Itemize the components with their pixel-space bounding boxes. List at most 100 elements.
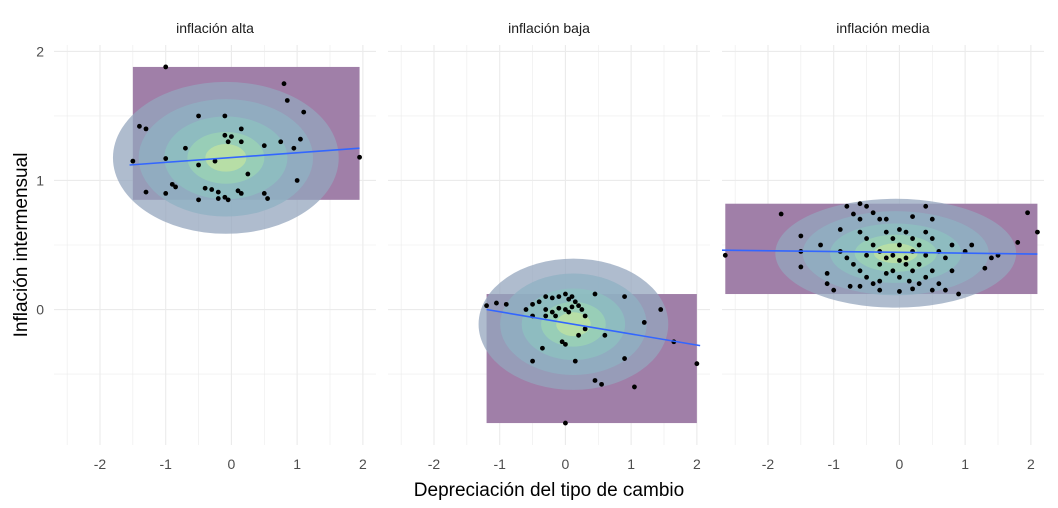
data-point <box>209 187 215 192</box>
data-point <box>658 307 664 312</box>
data-point <box>566 296 572 302</box>
data-point <box>883 216 889 222</box>
data-point <box>929 216 935 222</box>
data-point <box>936 281 942 287</box>
data-point <box>569 294 575 300</box>
data-point <box>196 162 201 168</box>
data-point <box>530 358 535 364</box>
data-point <box>173 184 178 190</box>
data-point <box>576 332 581 338</box>
data-point <box>563 291 568 297</box>
data-point <box>641 320 647 325</box>
data-point <box>877 278 883 284</box>
y-tick-label: 0 <box>36 302 44 318</box>
data-point <box>694 361 700 367</box>
data-point <box>222 113 228 119</box>
data-point <box>870 242 876 248</box>
data-point <box>903 229 909 235</box>
data-point <box>212 158 218 164</box>
data-point <box>599 381 604 387</box>
data-point <box>864 236 869 241</box>
data-point <box>225 197 231 203</box>
data-point <box>916 261 922 267</box>
data-point <box>864 203 869 209</box>
data-point <box>906 278 912 284</box>
data-point <box>357 154 362 160</box>
data-point <box>923 203 929 209</box>
data-point <box>536 299 542 305</box>
data-point <box>857 216 863 222</box>
data-point <box>851 261 856 267</box>
data-point <box>1025 210 1030 216</box>
data-point <box>622 294 627 300</box>
x-tick-label: 2 <box>359 456 367 472</box>
facet-panel <box>721 198 1040 308</box>
data-point <box>549 309 555 315</box>
data-point <box>956 291 961 297</box>
data-point <box>592 291 598 297</box>
panel-title: inflación media <box>836 20 930 36</box>
data-point <box>202 185 208 191</box>
data-point <box>484 303 489 309</box>
data-point <box>897 242 902 248</box>
data-point <box>890 236 896 241</box>
data-point <box>576 303 581 309</box>
data-point <box>130 158 136 164</box>
data-point <box>851 211 856 217</box>
data-point <box>563 420 568 426</box>
data-point <box>222 132 228 138</box>
data-point <box>622 356 627 361</box>
data-point <box>265 196 270 201</box>
x-tick-label: 2 <box>1027 456 1035 472</box>
data-point <box>943 255 948 261</box>
data-point <box>261 190 267 196</box>
data-point <box>910 286 915 292</box>
data-point <box>982 265 988 271</box>
data-point <box>278 139 284 145</box>
x-tick-label: 1 <box>627 456 635 472</box>
data-point <box>910 268 915 274</box>
data-point <box>163 156 169 161</box>
data-point <box>943 287 948 293</box>
data-point <box>929 287 935 293</box>
data-point <box>163 190 169 196</box>
y-axis-title: Inflación intermensual <box>11 153 32 338</box>
data-point <box>549 295 555 301</box>
x-tick-label: 0 <box>896 456 904 472</box>
data-point <box>582 313 588 319</box>
data-point <box>556 305 562 311</box>
y-tick-label: 1 <box>36 172 44 188</box>
facet-panel <box>112 64 362 234</box>
data-point <box>183 145 188 151</box>
x-tick-label: -2 <box>94 456 107 472</box>
x-tick-label: -1 <box>493 456 506 472</box>
data-point <box>864 274 869 280</box>
data-point <box>857 283 863 289</box>
x-tick-label: -2 <box>762 456 775 472</box>
data-point <box>870 210 876 216</box>
data-point <box>929 236 935 241</box>
data-point <box>196 113 201 119</box>
data-point <box>722 252 728 258</box>
data-point <box>1035 229 1040 235</box>
data-point <box>857 229 863 235</box>
data-point <box>229 134 234 140</box>
data-point <box>523 307 529 312</box>
data-point <box>989 255 994 261</box>
x-tick-label: 0 <box>228 456 236 472</box>
data-point <box>261 143 267 149</box>
data-point <box>579 307 585 312</box>
data-point <box>857 268 863 274</box>
data-point <box>890 268 896 274</box>
x-tick-label: -2 <box>428 456 441 472</box>
data-point <box>903 261 909 267</box>
data-point <box>778 211 784 217</box>
data-point <box>910 214 915 220</box>
data-point <box>137 123 142 129</box>
data-point <box>949 268 955 274</box>
data-point <box>890 252 896 258</box>
data-point <box>143 126 149 132</box>
data-point <box>883 255 889 261</box>
